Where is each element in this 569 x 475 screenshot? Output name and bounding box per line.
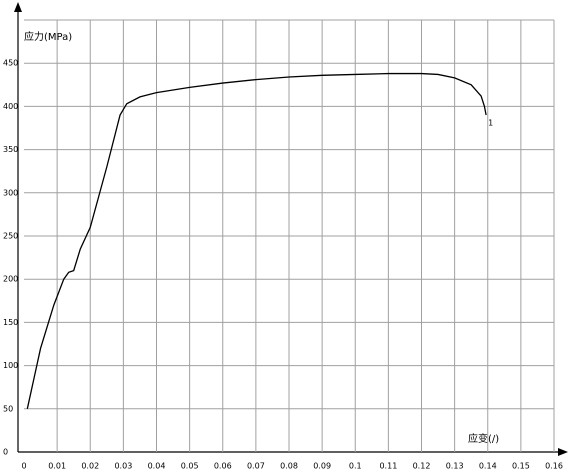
x-tick-label: 0 xyxy=(21,462,26,471)
y-tick-label: 300 xyxy=(3,188,18,197)
x-tick-label: 0.09 xyxy=(313,462,331,471)
annotation: 1 xyxy=(488,119,493,128)
x-tick-label: 0.15 xyxy=(512,462,530,471)
x-axis-arrow xyxy=(558,448,568,456)
y-tick-label: 150 xyxy=(3,318,18,327)
y-tick-label: 450 xyxy=(3,59,18,68)
x-tick-label: 0.13 xyxy=(446,462,464,471)
y-axis-arrow xyxy=(14,2,22,12)
x-tick-label: 0.01 xyxy=(48,462,66,471)
x-tick-label: 0.07 xyxy=(247,462,265,471)
y-tick-label: 250 xyxy=(3,232,18,241)
x-tick-label: 0.11 xyxy=(379,462,397,471)
x-axis-label: 应变(/) xyxy=(468,432,499,445)
x-tick-label: 0.12 xyxy=(413,462,431,471)
x-tick-label: 0.14 xyxy=(479,462,497,471)
x-tick-label: 0.03 xyxy=(114,462,132,471)
x-tick-label: 0.16 xyxy=(545,462,563,471)
x-tick-label: 0.02 xyxy=(81,462,99,471)
y-tick-label: 0 xyxy=(3,448,8,457)
y-tick-label: 200 xyxy=(3,275,18,284)
x-tick-label: 0.04 xyxy=(148,462,166,471)
x-tick-label: 0.1 xyxy=(349,462,362,471)
y-tick-label: 50 xyxy=(3,404,13,413)
x-tick-label: 0.08 xyxy=(280,462,298,471)
x-tick-label: 0.05 xyxy=(181,462,199,471)
y-tick-label: 350 xyxy=(3,145,18,154)
y-tick-label: 400 xyxy=(3,102,18,111)
y-axis-label: 应力(MPa) xyxy=(24,30,72,43)
curve xyxy=(26,72,487,409)
x-tick-label: 0.06 xyxy=(214,462,232,471)
y-tick-label: 100 xyxy=(3,361,18,370)
